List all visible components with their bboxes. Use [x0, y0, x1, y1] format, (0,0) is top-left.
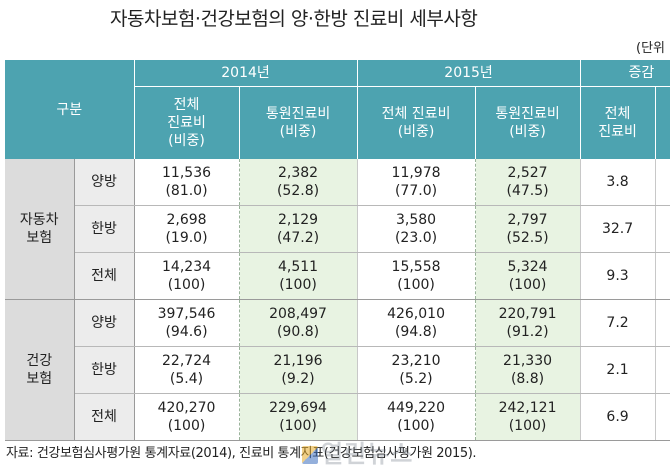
cell-change-extra: [655, 346, 670, 394]
cell-2014-total: 420,270 (100): [134, 393, 240, 441]
cell-2015-total: 3,580 (23.0): [357, 205, 476, 253]
category-label: 건강 보험: [5, 299, 75, 441]
cell-2015-total: 15,558 (100): [357, 252, 476, 300]
cell-2014-total: 397,546 (94.6): [134, 299, 240, 347]
header-change-total: 전체 진료비: [580, 86, 656, 159]
cell-change-extra: [655, 393, 670, 441]
header-gubun: 구분: [5, 60, 135, 159]
cell-change: 9.3: [580, 252, 656, 300]
cell-2015-total: 23,210 (5.2): [357, 346, 476, 394]
header-change-extra: [655, 86, 670, 159]
cell-2015-outpatient: 21,330 (8.8): [475, 346, 581, 394]
unit-label: (단위: [636, 41, 665, 56]
cell-2014-outpatient: 2,382 (52.8): [239, 159, 358, 206]
cell-2015-outpatient: 2,527 (47.5): [475, 159, 581, 206]
header-year-2015: 2015년: [357, 60, 581, 87]
source-note: 자료: 건강보험심사평가원 통계자료(2014), 진료비 통계지표(건강보험심…: [6, 446, 477, 461]
cell-2014-outpatient: 21,196 (9.2): [239, 346, 358, 394]
header-2015-outpatient: 통원진료비 (비중): [475, 86, 581, 159]
cell-change: 3.8: [580, 159, 656, 206]
cell-2014-outpatient: 4,511 (100): [239, 252, 358, 300]
category-label: 자동차 보험: [5, 159, 75, 300]
cell-2015-total: 449,220 (100): [357, 393, 476, 441]
cell-change-extra: [655, 299, 670, 347]
row-label: 양방: [74, 159, 135, 206]
cell-2015-outpatient: 2,797 (52.5): [475, 205, 581, 253]
table-row: 전체 14,234 (100) 4,511 (100) 15,558 (100) 5,324(…: [5, 252, 670, 300]
header-2014-outpatient: 통원진료비 (비중): [239, 86, 358, 159]
row-label: 양방: [74, 299, 135, 347]
cell-change-extra: [655, 159, 670, 206]
header-year-2014: 2014년: [134, 60, 358, 87]
cell-2014-total: 14,234 (100): [134, 252, 240, 300]
cell-2015-total: 11,978 (77.0): [357, 159, 476, 206]
cell-change: 2.1: [580, 346, 656, 394]
cell-2014-outpatient: 229,694 (100): [239, 393, 358, 441]
page-title: 자동차보험·건강보험의 양·한방 진료비 세부사항: [110, 8, 478, 30]
cell-2015-outpatient: 220,791 (91.2): [475, 299, 581, 347]
row-label: 전체: [74, 393, 135, 441]
data-table: 구분 2014년 2015년 증감 전체 진료비 (비중) 통원진료비 (비중)…: [5, 60, 670, 441]
table-row: 한방 2,698 (19.0) 2,129 (47.2) 3,580 (23.0) 2,797…: [5, 205, 670, 253]
cell-2014-outpatient: 2,129 (47.2): [239, 205, 358, 253]
header-change: 증감: [580, 60, 670, 87]
cell-change: 6.9: [580, 393, 656, 441]
cell-2014-outpatient: 208,497 (90.8): [239, 299, 358, 347]
cell-2015-outpatient: 242,121 (100): [475, 393, 581, 441]
cell-change: 32.7: [580, 205, 656, 253]
cell-change-extra: [655, 205, 670, 253]
cell-2014-total: 22,724 (5.4): [134, 346, 240, 394]
watermark-logo: 열린뉴스: [302, 434, 413, 469]
cell-2015-total: 426,010 (94.8): [357, 299, 476, 347]
header-2015-total: 전체 진료비 (비중): [357, 86, 476, 159]
row-label: 한방: [74, 205, 135, 253]
cell-2014-total: 11,536 (81.0): [134, 159, 240, 206]
row-label: 전체: [74, 252, 135, 300]
header-2014-total: 전체 진료비 (비중): [134, 86, 240, 159]
table-row: 전체 420,270 (100) 229,694 (100) 449,220 (100) 24…: [5, 393, 670, 441]
cell-change: 7.2: [580, 299, 656, 347]
cell-2014-total: 2,698 (19.0): [134, 205, 240, 253]
table-row: 자동차 보험 양방 11,536 (81.0) 2,382 (52.8) 11,978 (77.…: [5, 159, 670, 300]
row-label: 한방: [74, 346, 135, 394]
cell-change-extra: [655, 252, 670, 300]
table-row: 건강 보험 양방 397,546 (94.6) 208,497 (90.8) 426,010(…: [5, 299, 670, 441]
table-row: 한방 22,724 (5.4) 21,196 (9.2) 23,210 (5.2) 21,33…: [5, 346, 670, 394]
logo-icon: [302, 446, 318, 464]
cell-2015-outpatient: 5,324 (100): [475, 252, 581, 300]
